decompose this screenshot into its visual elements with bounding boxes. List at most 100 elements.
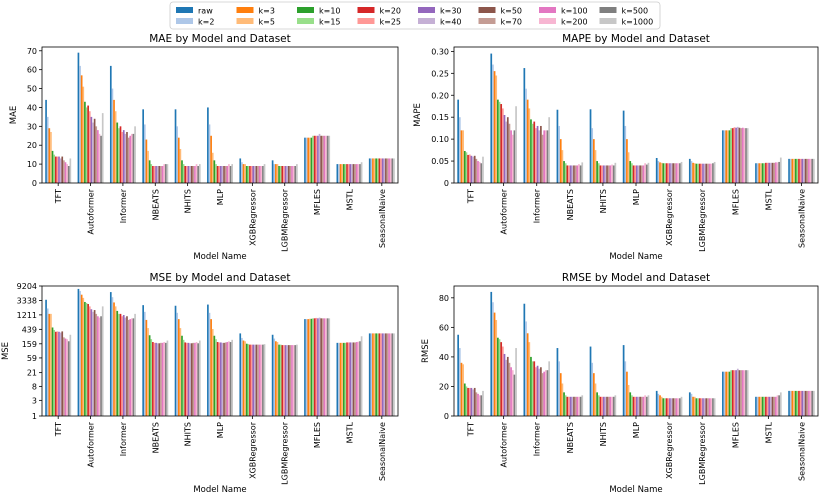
bar-mse-3-12: [161, 342, 164, 416]
bar-rmse-8-9: [736, 368, 739, 416]
chart-panel-mape: MAPE by Model and Dataset 0 0.05 0.10 0.15 0.…: [413, 33, 819, 262]
y-axis-label: MAE: [9, 106, 19, 125]
bar-mape-3-6: [566, 165, 569, 183]
bar-mae-2-5: [118, 128, 120, 183]
bar-mape-7-6: [698, 163, 701, 183]
bar-mae-2-7: [121, 132, 123, 183]
bar-mape-6-11: [674, 163, 676, 183]
bar-mape-5-12: [642, 165, 645, 183]
bar-mae-9-8: [349, 164, 352, 183]
bar-mape-1-7: [501, 108, 504, 183]
bar-rmse-4-7: [601, 396, 603, 416]
y-tick-label: 1211: [17, 311, 37, 320]
bar-mape-4-5: [597, 163, 600, 183]
bar-rmse-6-13: [677, 398, 680, 416]
bar-mse-7-12: [291, 345, 293, 416]
bar-rmse-3-1: [558, 361, 560, 416]
bar-rmse-0-12: [477, 393, 479, 416]
bar-mse-10-7: [380, 333, 382, 416]
bar-mape-8-15: [746, 128, 749, 183]
bar-mae-0-11: [63, 160, 65, 183]
bar-mape-10-11: [806, 158, 809, 183]
bar-mse-8-7: [315, 317, 318, 416]
bar-mae-4-14: [197, 166, 200, 183]
bar-mae-6-13: [260, 166, 263, 183]
bar-rmse-2-14: [546, 370, 549, 416]
bar-mape-2-3: [528, 108, 531, 183]
bar-rmse-10-5: [796, 390, 799, 416]
bar-mse-8-3: [309, 318, 311, 416]
bar-mse-10-3: [373, 333, 376, 416]
bar-mse-3-6: [152, 342, 154, 416]
bar-mape-8-9: [736, 126, 739, 183]
bar-rmse-4-2: [592, 373, 595, 416]
bar-mse-6-1: [241, 337, 243, 416]
x-tick-label: LGBMRegressor: [281, 188, 290, 252]
bar-mse-1-9: [92, 311, 94, 416]
legend-swatch-12: [539, 7, 556, 13]
y-tick-label: 439: [22, 325, 37, 334]
bar-mape-3-14: [579, 165, 582, 183]
y-tick-label: 21: [27, 369, 37, 378]
bar-mae-3-8: [155, 166, 157, 183]
bar-mape-2-1: [525, 88, 527, 183]
bar-rmse-2-13: [545, 370, 547, 416]
bar-mse-6-10: [255, 344, 258, 416]
bar-mse-8-6: [313, 318, 316, 416]
bar-mape-5-13: [644, 163, 646, 183]
legend-label-1: k=2: [198, 18, 214, 27]
legend-label-3: k=5: [259, 18, 275, 27]
bar-mape-4-6: [599, 165, 602, 183]
bar-mae-5-5: [215, 164, 217, 183]
bar-mape-0-12: [477, 161, 479, 183]
bar-rmse-10-7: [799, 390, 802, 416]
bar-mse-5-12: [226, 342, 229, 416]
bar-mae-6-15: [263, 164, 266, 183]
bar-mse-0-15: [69, 334, 72, 416]
bar-mape-7-10: [705, 163, 708, 183]
bar-mape-3-5: [564, 163, 567, 183]
legend-swatch-11: [478, 18, 496, 24]
bar-mae-8-11: [321, 135, 324, 183]
bar-mae-0-5: [53, 154, 55, 183]
bar-mae-7-6: [281, 166, 284, 183]
bar-mse-6-14: [262, 344, 264, 416]
bar-mae-2-14: [132, 133, 135, 183]
bar-rmse-9-8: [768, 396, 771, 416]
bar-mape-8-1: [723, 130, 726, 183]
bar-mape-2-0: [523, 68, 526, 183]
bar-mape-2-5: [531, 123, 534, 183]
x-tick-label: MLP: [632, 189, 641, 205]
bar-mse-3-10: [158, 343, 161, 416]
bar-rmse-0-14: [480, 395, 483, 416]
x-tick-label: TFT: [467, 189, 476, 204]
bar-mape-0-6: [467, 154, 469, 183]
bar-mae-6-0: [239, 158, 242, 183]
bar-mape-0-0: [457, 99, 460, 183]
bar-mape-3-8: [569, 165, 572, 183]
bar-mape-10-1: [789, 158, 792, 183]
bar-mse-7-3: [276, 342, 279, 416]
bar-mae-6-14: [262, 166, 264, 183]
bar-mse-4-1: [176, 312, 178, 416]
x-tick-label: MSTL: [345, 421, 354, 443]
bar-mae-0-7: [56, 156, 59, 183]
bar-mse-2-3: [114, 306, 117, 416]
bar-mse-1-4: [84, 301, 86, 416]
bar-mape-3-10: [573, 165, 575, 183]
x-tick-label: XGBRegressor: [248, 188, 257, 246]
bar-mae-1-8: [90, 116, 93, 183]
x-tick-label: Informer: [119, 188, 128, 223]
bar-mape-4-13: [611, 164, 613, 183]
bar-mse-5-10: [223, 342, 225, 416]
bar-mae-1-15: [101, 113, 104, 183]
bar-mae-4-10: [190, 166, 193, 183]
bar-mae-7-3: [276, 164, 279, 183]
x-tick-label: SeasonalNaive: [378, 422, 387, 481]
bar-rmse-10-4: [794, 390, 797, 416]
bar-mape-4-14: [612, 165, 615, 183]
bar-rmse-3-12: [576, 396, 579, 416]
bar-mape-1-2: [493, 71, 496, 183]
bar-mape-1-12: [510, 130, 512, 183]
y-tick-label: 0: [32, 179, 37, 188]
